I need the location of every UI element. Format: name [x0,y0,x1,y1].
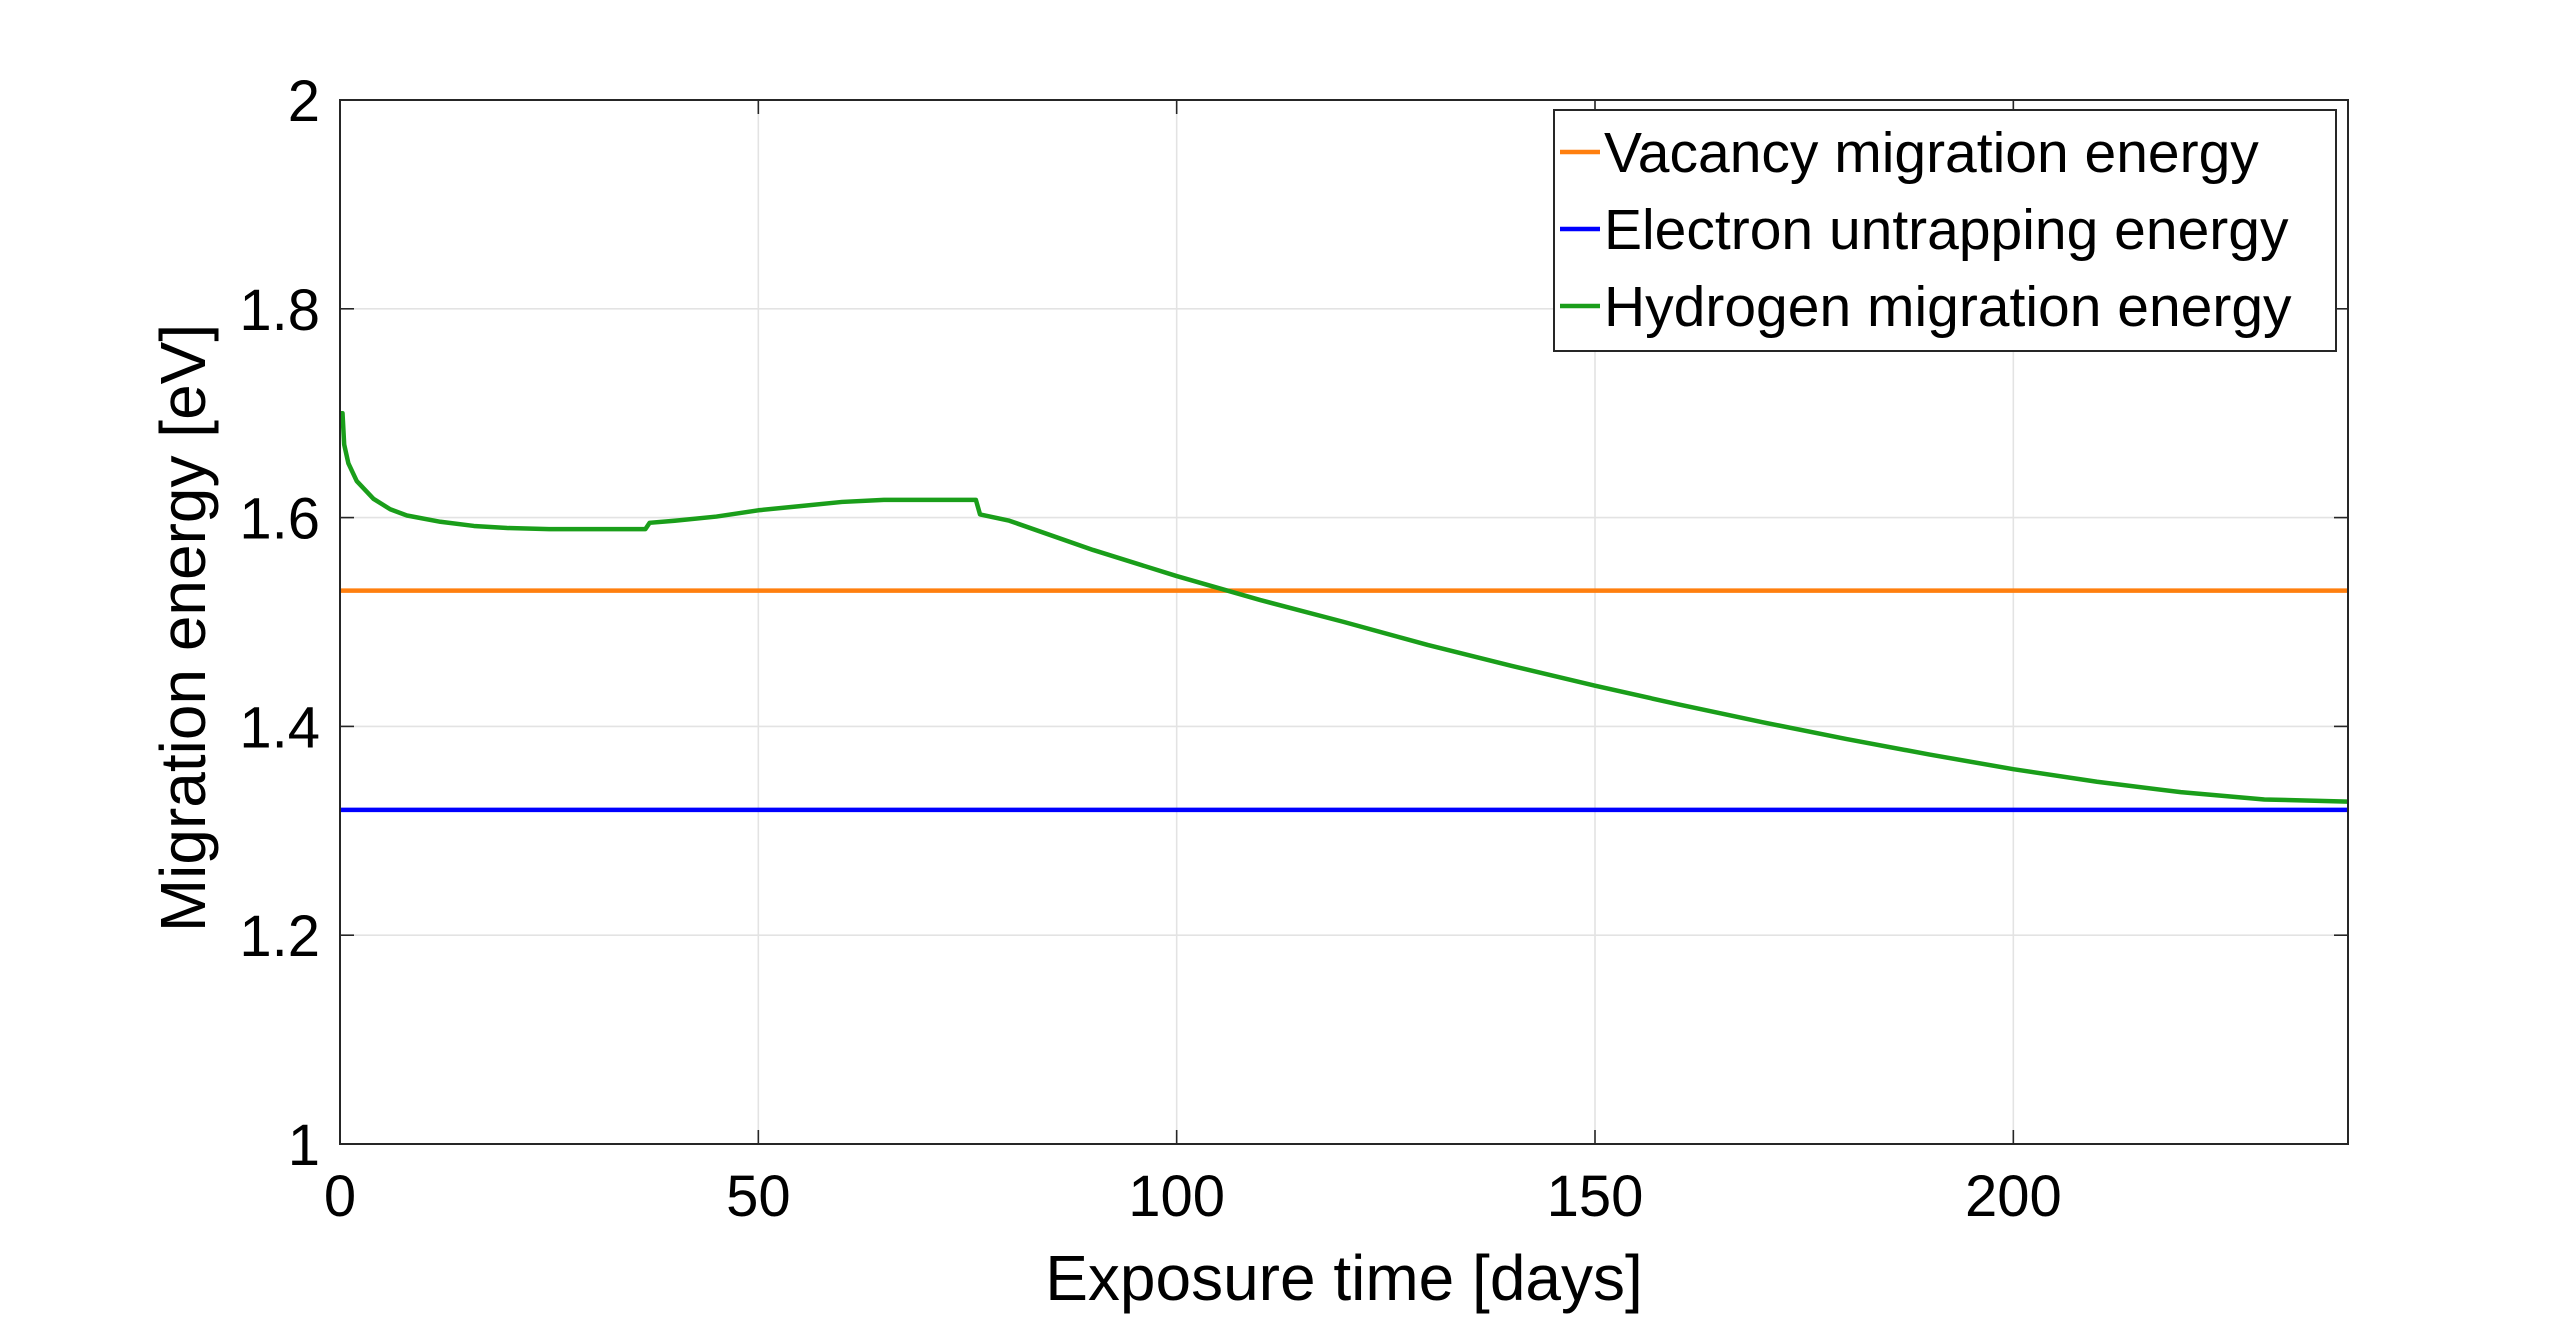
legend: Vacancy migration energy Electron untrapp… [1553,109,2337,352]
x-tick-label: 200 [1965,1164,2062,1229]
x-tick-label: 100 [1128,1164,1225,1229]
y-tick-label: 1.4 [239,695,320,760]
legend-label: Hydrogen migration energy [1604,275,2292,339]
plot-frame [339,99,2349,1145]
y-tick-label: 2 [288,69,320,134]
axes [339,99,2349,1145]
y-tick-label: 1.8 [239,278,320,343]
legend-label: Vacancy migration energy [1604,121,2259,185]
x-tick-label: 150 [1547,1164,1644,1229]
x-tick-label: 0 [324,1164,356,1229]
tick-labels: 0 50 100 150 200 1 1.2 1.4 1.6 1.8 2 [239,69,2061,1229]
legend-box [1553,109,2337,352]
y-tick-label: 1.6 [239,487,320,552]
series-lines [340,410,2349,813]
hydrogen-migration-energy-line [340,410,2349,804]
x-axis-label: Exposure time [days] [1045,1242,1643,1314]
y-axis-label: Migration energy [eV] [147,324,219,932]
legend-label: Electron untrapping energy [1604,198,2289,262]
y-tick-label: 1 [288,1113,320,1178]
x-tick-label: 50 [726,1164,791,1229]
y-tick-label: 1.2 [239,904,320,969]
